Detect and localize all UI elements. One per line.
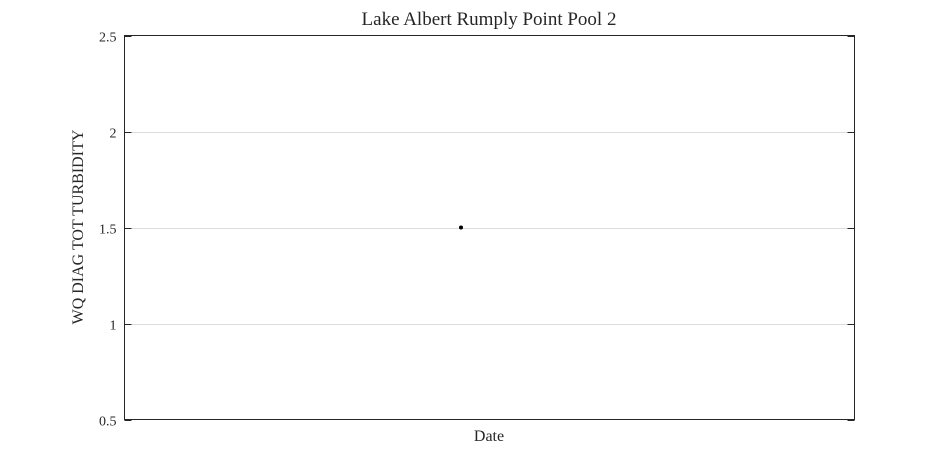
data-points	[459, 225, 463, 230]
y-tick-label: 0.5	[99, 415, 117, 430]
y-tick-label: 1	[110, 319, 117, 334]
y-tick-label: 1.5	[99, 223, 117, 238]
y-axis-label: WQ DIAG TOT TURBIDITY	[70, 129, 87, 324]
y-axis-ticks	[124, 36, 855, 421]
grid-lines	[124, 132, 855, 325]
y-tick-label: 2	[110, 127, 117, 142]
plot-area-frame	[124, 35, 855, 420]
y-axis-tick-labels: 0.5 1 1.5 2 2.5	[99, 31, 117, 430]
y-tick-label: 2.5	[99, 31, 117, 46]
data-point	[459, 225, 463, 230]
chart-title: Lake Albert Rumply Point Pool 2	[362, 9, 617, 30]
x-axis-label: Date	[474, 428, 504, 445]
